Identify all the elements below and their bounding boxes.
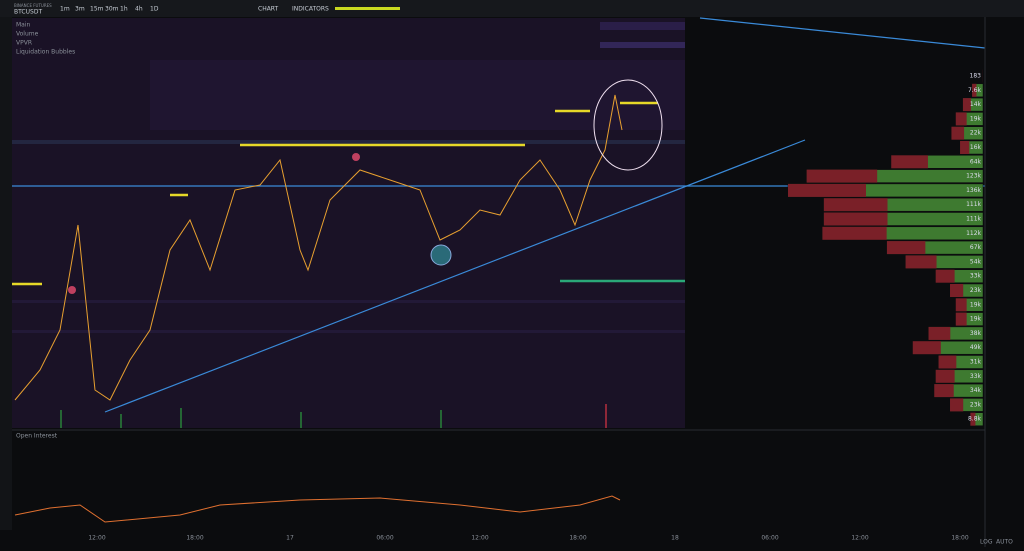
volume-profile-label: 33k xyxy=(970,373,982,380)
volume-profile-label: 19k xyxy=(970,316,982,323)
time-label: 18:00 xyxy=(569,535,586,542)
volume-profile-sell xyxy=(951,127,964,140)
volume-profile-label: 38k xyxy=(970,330,982,337)
volume-profile-label: 111k xyxy=(966,216,981,223)
volume-profile-label: 34k xyxy=(970,387,982,394)
volume-profile-label: 22k xyxy=(970,130,982,137)
liquidation-bubble xyxy=(68,286,76,294)
volume-profile-label: 54k xyxy=(970,258,982,265)
time-label: 12:00 xyxy=(88,535,105,542)
volume-profile-label: 183 xyxy=(970,73,982,80)
volume-profile-sell xyxy=(822,227,886,240)
volume-profile-label: 33k xyxy=(970,273,982,280)
volume-profile-label: 23k xyxy=(970,401,982,408)
volume-profile-label: 31k xyxy=(970,359,982,366)
volume-profile-sell xyxy=(807,170,878,183)
volume-profile-sell xyxy=(956,112,967,125)
volume-profile-sell xyxy=(936,270,955,283)
volume-profile-sell xyxy=(936,370,955,383)
volume-profile-label: 19k xyxy=(970,115,982,122)
volume-profile-sell xyxy=(956,313,967,326)
volume-profile-sell xyxy=(950,398,963,411)
volume-profile-sell xyxy=(906,255,937,268)
volume-profile-sell xyxy=(788,184,866,197)
timeframe-button[interactable]: 15m xyxy=(90,6,104,13)
liquidation-bubble xyxy=(431,245,451,265)
toolbar-button[interactable]: CHART xyxy=(258,6,279,13)
time-label: 18:00 xyxy=(186,535,203,542)
timeframe-button[interactable]: 4h xyxy=(135,6,143,13)
volume-profile-sell xyxy=(956,298,967,311)
legend-label: VPVR xyxy=(16,40,32,47)
volume-profile-label: 23k xyxy=(970,287,982,294)
volume-profile-sell xyxy=(891,155,928,168)
time-label: 12:00 xyxy=(471,535,488,542)
sidebar xyxy=(0,17,12,530)
time-label: 06:00 xyxy=(376,535,393,542)
volume-profile-sell xyxy=(960,141,969,154)
volume-profile-label: 7.6k xyxy=(968,87,982,94)
volume-profile-label: 49k xyxy=(970,344,982,351)
time-label: 17 xyxy=(286,535,294,542)
volume-profile-label: 67k xyxy=(970,244,982,251)
volume-profile-label: 64k xyxy=(970,158,982,165)
timeframe-button[interactable]: 1h xyxy=(120,6,128,13)
volume-profile-sell xyxy=(934,384,954,397)
timeframe-button[interactable]: 1m xyxy=(60,6,70,13)
timeframe-button[interactable]: 1D xyxy=(150,6,159,13)
volume-profile-label: 111k xyxy=(966,201,981,208)
legend-label: Main xyxy=(16,22,31,29)
volume-profile-sell xyxy=(824,213,888,226)
exchange: BINANCE FUTURES xyxy=(14,3,52,8)
time-label: 18:00 xyxy=(951,535,968,542)
volume-profile-label: 136k xyxy=(966,187,981,194)
toolbar-button[interactable]: INDICATORS xyxy=(292,6,329,13)
volume-profile-label: 19k xyxy=(970,301,982,308)
volume-profile-label: 16k xyxy=(970,144,982,151)
timeframe-button[interactable]: 30m xyxy=(105,6,119,13)
time-label: 12:00 xyxy=(851,535,868,542)
volume-profile-sell xyxy=(939,356,957,369)
symbol: BTCUSDT xyxy=(14,9,42,16)
volume-profile-label: 112k xyxy=(966,230,981,237)
scale-button[interactable]: AUTO xyxy=(996,539,1013,546)
volume-profile-sell xyxy=(887,241,925,254)
time-label: 18 xyxy=(671,535,679,542)
time-label: 06:00 xyxy=(761,535,778,542)
liquidation-bubble xyxy=(352,153,360,161)
volume-profile-sell xyxy=(950,284,963,297)
volume-profile-label: 8.8k xyxy=(968,416,982,423)
slider[interactable] xyxy=(335,7,400,10)
volume-profile-sell xyxy=(929,327,951,340)
legend-label: Liquidation Bubbles xyxy=(16,49,75,56)
volume-profile-sell xyxy=(913,341,941,354)
timeframe-button[interactable]: 3m xyxy=(75,6,85,13)
volume-profile-label: 14k xyxy=(970,101,982,108)
oscillator-title: Open Interest xyxy=(16,433,58,440)
scale-button[interactable]: LOG xyxy=(980,539,993,546)
volume-profile-sell xyxy=(824,198,888,211)
legend-label: Volume xyxy=(16,31,39,38)
volume-profile-label: 123k xyxy=(966,173,981,180)
